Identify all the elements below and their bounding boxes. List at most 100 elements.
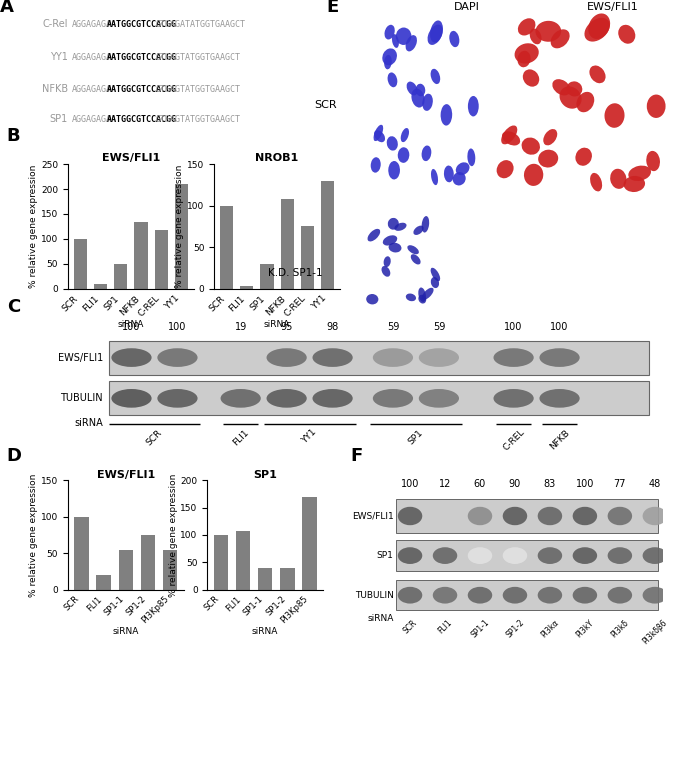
Text: A: A — [0, 0, 14, 16]
Ellipse shape — [407, 81, 418, 95]
Ellipse shape — [530, 28, 541, 45]
Ellipse shape — [398, 507, 422, 525]
FancyBboxPatch shape — [396, 499, 658, 533]
Ellipse shape — [496, 160, 513, 178]
Ellipse shape — [647, 95, 666, 118]
Ellipse shape — [419, 389, 459, 408]
Text: 60: 60 — [474, 480, 486, 490]
Text: YY1: YY1 — [50, 52, 68, 62]
Ellipse shape — [608, 507, 632, 525]
Ellipse shape — [431, 277, 439, 288]
Ellipse shape — [413, 226, 424, 235]
Ellipse shape — [590, 173, 602, 191]
Ellipse shape — [502, 131, 520, 145]
Ellipse shape — [538, 547, 562, 564]
Ellipse shape — [422, 145, 431, 161]
Ellipse shape — [643, 587, 667, 604]
Bar — [258, 568, 273, 590]
Ellipse shape — [552, 79, 571, 95]
Text: siRNA: siRNA — [367, 614, 394, 622]
Ellipse shape — [501, 126, 517, 144]
Ellipse shape — [444, 166, 454, 182]
Text: SCR: SCR — [401, 618, 419, 635]
Ellipse shape — [588, 13, 610, 39]
Text: 100: 100 — [550, 323, 568, 333]
Bar — [74, 517, 88, 590]
Ellipse shape — [518, 18, 535, 35]
Text: 98: 98 — [326, 323, 339, 333]
Ellipse shape — [428, 24, 443, 45]
Ellipse shape — [523, 70, 539, 87]
Text: AATGGCGTCCACGG: AATGGCGTCCACGG — [107, 115, 177, 124]
Ellipse shape — [551, 30, 570, 48]
Ellipse shape — [384, 25, 395, 40]
Text: 90: 90 — [509, 480, 521, 490]
Text: AGGAGAGAA: AGGAGAGAA — [71, 85, 116, 94]
Ellipse shape — [394, 223, 407, 231]
Ellipse shape — [157, 389, 198, 408]
Text: 100: 100 — [401, 480, 420, 490]
Text: K.D. SP1-1: K.D. SP1-1 — [269, 269, 323, 278]
Ellipse shape — [381, 266, 390, 276]
Ellipse shape — [418, 287, 426, 302]
Text: C-Rel: C-Rel — [42, 19, 68, 29]
Ellipse shape — [467, 148, 475, 166]
Ellipse shape — [503, 547, 527, 564]
Title: EWS/FLI1: EWS/FLI1 — [97, 469, 155, 480]
Text: AATGGCGTCCACGG: AATGGCGTCCACGG — [107, 85, 177, 94]
Ellipse shape — [605, 103, 624, 128]
Ellipse shape — [313, 389, 353, 408]
Bar — [114, 264, 127, 289]
Ellipse shape — [566, 81, 582, 97]
Ellipse shape — [418, 294, 426, 304]
Ellipse shape — [398, 148, 409, 163]
Bar — [155, 230, 168, 289]
Ellipse shape — [573, 507, 597, 525]
Bar — [73, 239, 87, 289]
Text: SP1: SP1 — [377, 551, 394, 560]
Ellipse shape — [449, 31, 460, 47]
Ellipse shape — [430, 69, 440, 84]
Text: 80μM: 80μM — [607, 309, 630, 319]
Ellipse shape — [419, 348, 459, 367]
Text: 100: 100 — [122, 323, 141, 333]
Ellipse shape — [373, 125, 383, 141]
Ellipse shape — [560, 87, 581, 109]
Ellipse shape — [405, 35, 417, 52]
Ellipse shape — [608, 547, 632, 564]
Ellipse shape — [468, 96, 479, 116]
Ellipse shape — [643, 507, 667, 525]
Text: 48: 48 — [649, 480, 661, 490]
FancyBboxPatch shape — [396, 580, 658, 611]
Text: PI3kδ: PI3kδ — [609, 618, 630, 639]
Ellipse shape — [220, 389, 261, 408]
Text: FLI1: FLI1 — [231, 428, 250, 448]
Y-axis label: % relative gene expression: % relative gene expression — [169, 473, 177, 597]
Ellipse shape — [367, 294, 378, 305]
Y-axis label: % relative gene expression: % relative gene expression — [29, 165, 38, 288]
Ellipse shape — [628, 166, 651, 181]
Text: 83: 83 — [544, 480, 556, 490]
Ellipse shape — [432, 587, 457, 604]
Text: 100: 100 — [576, 480, 594, 490]
Bar — [303, 497, 317, 590]
Text: NFKB: NFKB — [42, 84, 68, 94]
X-axis label: siRNA: siRNA — [118, 320, 144, 330]
Ellipse shape — [388, 218, 399, 230]
Ellipse shape — [367, 229, 380, 241]
Y-axis label: % relative gene expression: % relative gene expression — [175, 165, 184, 288]
X-axis label: siRNA: siRNA — [252, 626, 278, 636]
Ellipse shape — [112, 389, 152, 408]
Ellipse shape — [538, 587, 562, 604]
Ellipse shape — [646, 151, 660, 171]
Ellipse shape — [432, 547, 457, 564]
Ellipse shape — [468, 547, 492, 564]
Ellipse shape — [313, 348, 353, 367]
Bar — [141, 535, 155, 590]
Ellipse shape — [584, 18, 610, 41]
Text: AGGAGAGAA: AGGAGAGAA — [71, 115, 116, 124]
Text: YY1: YY1 — [301, 428, 319, 446]
Text: DAPI: DAPI — [454, 2, 479, 12]
Text: 77: 77 — [613, 480, 626, 490]
Ellipse shape — [575, 148, 592, 166]
